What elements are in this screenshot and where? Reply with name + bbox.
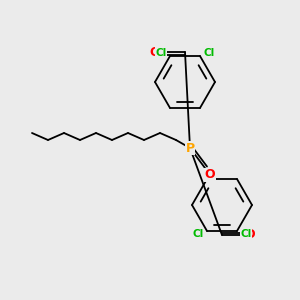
Text: O: O [150,46,160,59]
Text: O: O [245,229,255,242]
Text: Cl: Cl [240,230,252,239]
Text: Cl: Cl [203,48,214,58]
Text: P: P [185,142,195,154]
Text: O: O [205,169,215,182]
Text: Cl: Cl [155,48,167,58]
Text: Cl: Cl [192,230,204,239]
